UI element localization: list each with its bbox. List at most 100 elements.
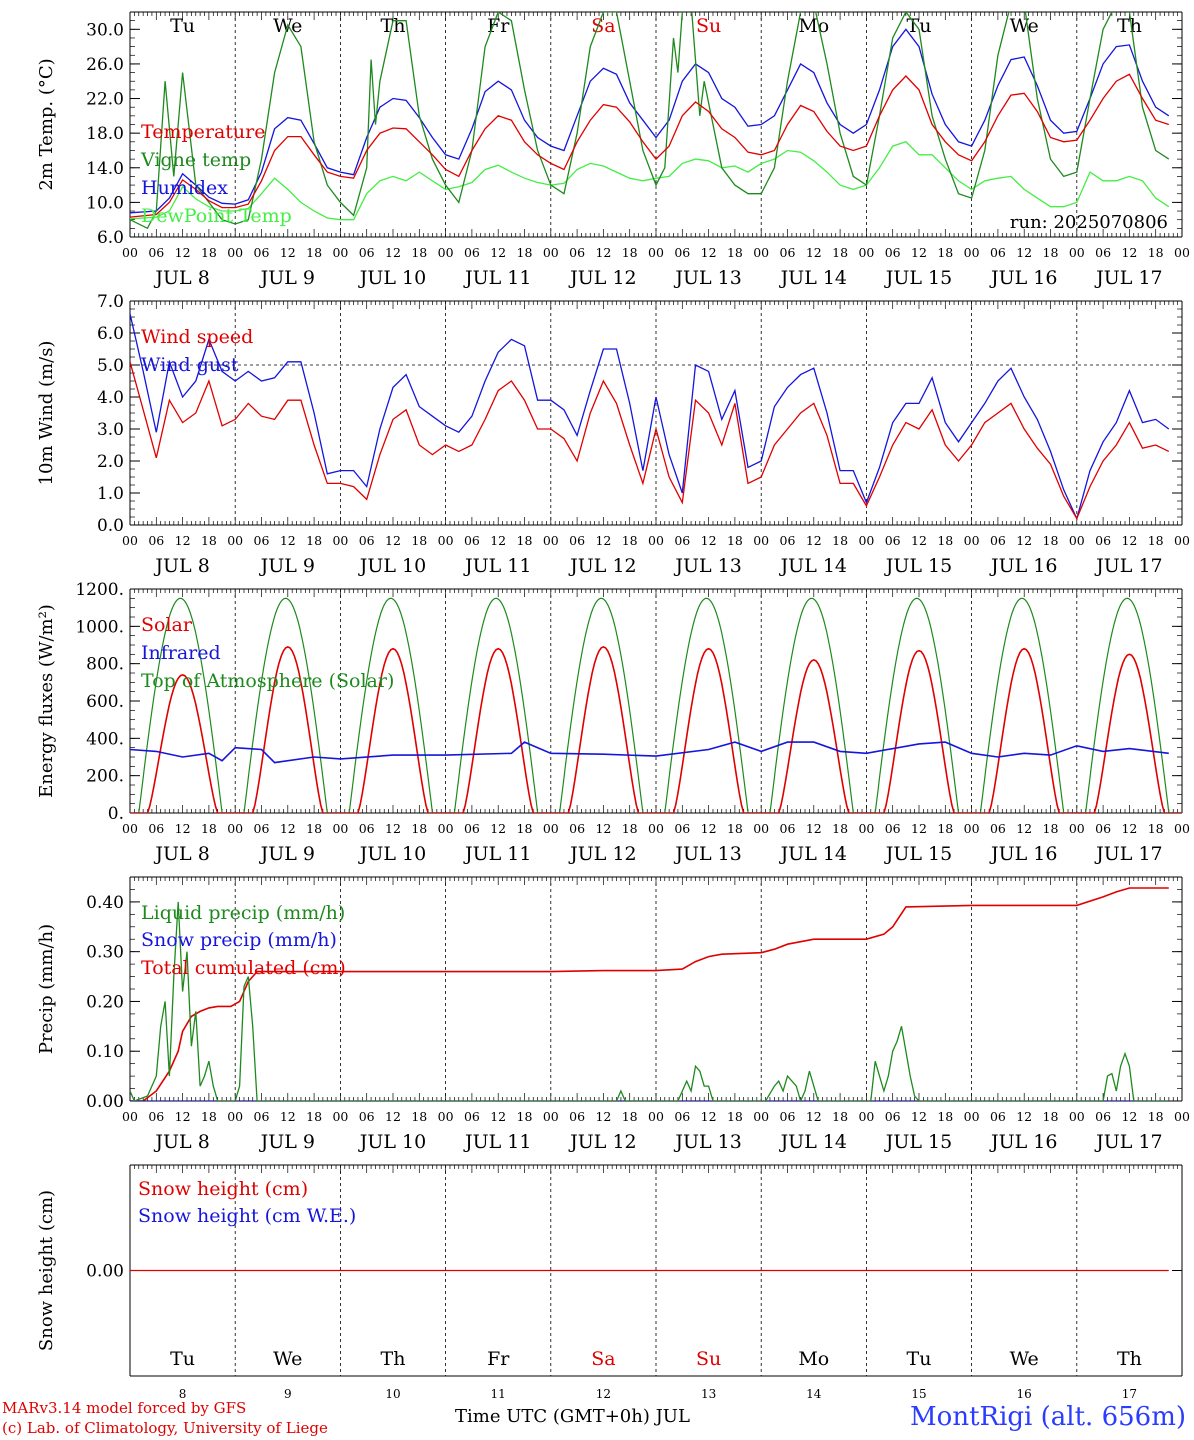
y-tick-label: 14.0 bbox=[86, 159, 124, 179]
series-line-solar bbox=[130, 646, 1182, 813]
hour-label: 00 bbox=[1174, 821, 1190, 836]
run-annotation: run: 2025070806 bbox=[1010, 212, 1168, 233]
date-label: JUL 10 bbox=[358, 555, 426, 577]
hour-label: 12 bbox=[701, 533, 717, 548]
hour-label: 12 bbox=[1016, 245, 1032, 260]
hour-label: 18 bbox=[306, 1109, 322, 1124]
hour-label: 12 bbox=[385, 821, 401, 836]
legend-1: Snow height (cm) bbox=[138, 1178, 308, 1200]
date-label: JUL 14 bbox=[779, 267, 847, 289]
hour-label: 00 bbox=[1174, 533, 1190, 548]
y-tick-label: 0.10 bbox=[86, 1042, 124, 1062]
y-tick-label: 400. bbox=[86, 729, 124, 749]
hour-label: 00 bbox=[438, 245, 454, 260]
legend-2: Infrared bbox=[141, 642, 221, 664]
y-axis-label: 10m Wind (m/s) bbox=[36, 341, 57, 486]
hour-label: 18 bbox=[832, 533, 848, 548]
day-number-label: 16 bbox=[1017, 1387, 1032, 1401]
hour-label: 18 bbox=[622, 533, 638, 548]
hour-label: 00 bbox=[227, 821, 243, 836]
hour-label: 00 bbox=[332, 821, 348, 836]
x-axis-title: Time UTC (GMT+0h) JUL bbox=[455, 1406, 690, 1427]
y-tick-label: 600. bbox=[86, 692, 124, 712]
series-line-1 bbox=[130, 73, 1170, 218]
hour-label: 00 bbox=[964, 245, 980, 260]
date-label: JUL 13 bbox=[673, 267, 741, 289]
hour-label: 06 bbox=[674, 1109, 690, 1124]
hour-label: 06 bbox=[885, 821, 901, 836]
legend-2: Snow precip (mm/h) bbox=[141, 929, 337, 951]
date-label: JUL 16 bbox=[989, 555, 1057, 577]
hour-label: 00 bbox=[648, 1109, 664, 1124]
hour-label: 00 bbox=[858, 821, 874, 836]
panel-4: 0.00 0.10 0.20 0.30 0.40 Precip (mm/h) 00 06 12 1… bbox=[36, 876, 1190, 1153]
date-label: JUL 12 bbox=[568, 555, 636, 577]
hour-label: 06 bbox=[569, 1109, 585, 1124]
y-tick-label: 10.0 bbox=[86, 193, 124, 213]
hour-label: 00 bbox=[227, 1109, 243, 1124]
legend-2: Wind gust bbox=[141, 354, 239, 376]
hour-label: 18 bbox=[1148, 533, 1164, 548]
hour-label: 18 bbox=[727, 533, 743, 548]
hour-label: 00 bbox=[332, 533, 348, 548]
weekday-label: Sa bbox=[591, 1348, 615, 1370]
day-number-label: 17 bbox=[1122, 1387, 1137, 1401]
y-tick-label: 5.0 bbox=[97, 356, 124, 376]
y-tick-label: 0.20 bbox=[86, 992, 124, 1012]
weekday-label: Mo bbox=[798, 1348, 829, 1370]
date-label: JUL 11 bbox=[463, 1131, 531, 1153]
date-label: JUL 8 bbox=[153, 555, 209, 577]
hour-label: 00 bbox=[858, 1109, 874, 1124]
hour-label: 18 bbox=[937, 533, 953, 548]
hour-label: 12 bbox=[595, 533, 611, 548]
hour-label: 18 bbox=[411, 533, 427, 548]
date-label: JUL 16 bbox=[989, 267, 1057, 289]
series-line-1 bbox=[130, 901, 1169, 1101]
hour-label: 00 bbox=[227, 533, 243, 548]
date-label: JUL 16 bbox=[989, 1131, 1057, 1153]
hour-label: 12 bbox=[490, 821, 506, 836]
hour-label: 00 bbox=[753, 245, 769, 260]
day-number-label: 8 bbox=[179, 1387, 187, 1401]
hour-label: 00 bbox=[1174, 245, 1190, 260]
date-label: JUL 15 bbox=[884, 1131, 952, 1153]
day-number-label: 13 bbox=[701, 1387, 716, 1401]
date-label: JUL 8 bbox=[153, 843, 209, 865]
weekday-label: Th bbox=[1117, 15, 1142, 37]
panel-2: 0.0 1.0 2.0 3.0 4.0 5.0 6.0 7.0 10m Wind (m/s) 00… bbox=[36, 292, 1190, 577]
hour-label: 18 bbox=[201, 821, 217, 836]
station-name: MontRigi (alt. 656m) bbox=[910, 1402, 1186, 1432]
model-credit: MARv3.14 model forced by GFS bbox=[2, 1399, 247, 1417]
hour-label: 06 bbox=[148, 1109, 164, 1124]
hour-label: 12 bbox=[175, 245, 191, 260]
series-line-3 bbox=[130, 28, 1170, 214]
date-label: JUL 8 bbox=[153, 1131, 209, 1153]
hour-label: 12 bbox=[280, 821, 296, 836]
weekday-label: Su bbox=[696, 1348, 721, 1370]
y-axis-label: Precip (mm/h) bbox=[36, 924, 57, 1054]
hour-label: 00 bbox=[1069, 1109, 1085, 1124]
hour-label: 06 bbox=[674, 245, 690, 260]
hour-label: 06 bbox=[148, 245, 164, 260]
plot-area bbox=[130, 313, 1170, 521]
series-line-3 bbox=[130, 887, 1169, 1101]
hour-label: 18 bbox=[517, 821, 533, 836]
panel-5: 0.00 Snow height (cm) Tu We Th Fr Sa Su Mo Tu We Th… bbox=[36, 1164, 1183, 1401]
lab-credit: (c) Lab. of Climatology, University of L… bbox=[2, 1419, 328, 1437]
hour-label: 00 bbox=[543, 245, 559, 260]
y-tick-label: 4.0 bbox=[97, 388, 124, 408]
date-label: JUL 17 bbox=[1094, 555, 1162, 577]
hour-label: 18 bbox=[727, 821, 743, 836]
hour-label: 18 bbox=[727, 1109, 743, 1124]
series-line-2 bbox=[130, 313, 1170, 521]
hour-label: 06 bbox=[254, 245, 270, 260]
date-label: JUL 11 bbox=[463, 555, 531, 577]
hour-label: 06 bbox=[780, 245, 796, 260]
hour-label: 00 bbox=[332, 245, 348, 260]
y-tick-label: 6.0 bbox=[97, 324, 124, 344]
day-number-label: 9 bbox=[284, 1387, 292, 1401]
weekday-label: We bbox=[273, 1348, 302, 1370]
weekday-label: Tu bbox=[170, 1348, 195, 1370]
day-number-label: 12 bbox=[596, 1387, 611, 1401]
y-tick-label: 0.40 bbox=[86, 893, 124, 913]
